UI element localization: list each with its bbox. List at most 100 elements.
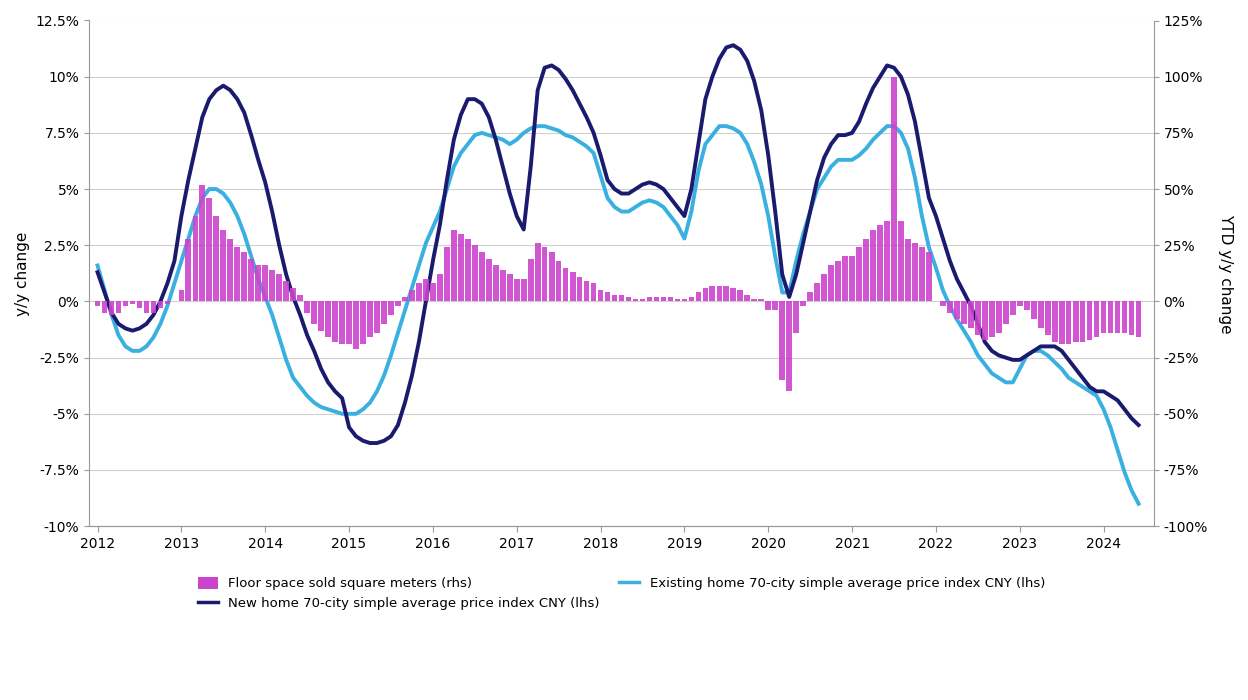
Bar bbox=[605, 293, 610, 302]
Bar bbox=[520, 279, 527, 302]
Bar bbox=[919, 248, 925, 302]
Bar bbox=[130, 302, 135, 304]
Bar bbox=[144, 302, 150, 313]
Bar bbox=[1073, 302, 1078, 342]
Bar bbox=[332, 302, 338, 342]
Bar bbox=[786, 302, 792, 391]
Bar bbox=[953, 302, 960, 319]
Bar bbox=[577, 276, 583, 302]
Bar bbox=[619, 295, 624, 302]
Bar bbox=[213, 216, 220, 302]
Bar bbox=[1136, 302, 1142, 337]
Bar bbox=[396, 302, 401, 306]
Bar bbox=[1128, 302, 1134, 335]
Legend: Floor space sold square meters (rhs), New home 70-city simple average price inde: Floor space sold square meters (rhs), Ne… bbox=[192, 572, 1051, 616]
Bar bbox=[479, 252, 484, 302]
Bar bbox=[423, 279, 429, 302]
Bar bbox=[1080, 302, 1086, 342]
Bar bbox=[1052, 302, 1057, 342]
Bar bbox=[849, 256, 855, 302]
Bar bbox=[625, 297, 631, 302]
Bar bbox=[675, 299, 680, 302]
Bar bbox=[794, 302, 799, 333]
Bar bbox=[458, 234, 464, 302]
Bar bbox=[409, 290, 414, 302]
Bar bbox=[660, 297, 666, 302]
Bar bbox=[353, 302, 359, 349]
Bar bbox=[241, 252, 247, 302]
Bar bbox=[122, 302, 129, 306]
Bar bbox=[835, 261, 841, 302]
Bar bbox=[493, 265, 499, 302]
Bar bbox=[248, 259, 255, 302]
Bar bbox=[738, 290, 743, 302]
Bar bbox=[695, 293, 701, 302]
Bar bbox=[157, 302, 163, 308]
Bar bbox=[361, 302, 366, 344]
Bar bbox=[646, 297, 653, 302]
Bar bbox=[800, 302, 806, 306]
Bar bbox=[472, 245, 478, 302]
Bar bbox=[431, 284, 436, 302]
Bar bbox=[256, 265, 261, 302]
Bar bbox=[416, 284, 422, 302]
Bar bbox=[116, 302, 121, 313]
Bar bbox=[388, 302, 394, 315]
Bar bbox=[528, 259, 534, 302]
Bar bbox=[814, 284, 820, 302]
Bar bbox=[654, 297, 659, 302]
Bar bbox=[444, 248, 449, 302]
Bar bbox=[235, 248, 240, 302]
Bar bbox=[947, 302, 952, 313]
Bar bbox=[311, 302, 317, 324]
Bar bbox=[570, 272, 575, 302]
Bar bbox=[773, 302, 778, 310]
Bar bbox=[101, 302, 107, 313]
Bar bbox=[730, 288, 736, 302]
Bar bbox=[1003, 302, 1008, 324]
Bar bbox=[221, 230, 226, 302]
Bar bbox=[276, 274, 282, 302]
Bar bbox=[940, 302, 946, 306]
Bar bbox=[291, 288, 296, 302]
Bar bbox=[1017, 302, 1022, 306]
Bar bbox=[598, 290, 604, 302]
Bar bbox=[899, 220, 904, 302]
Bar bbox=[200, 185, 205, 302]
Bar bbox=[759, 299, 764, 302]
Bar bbox=[709, 286, 715, 302]
Bar bbox=[1045, 302, 1051, 335]
Bar bbox=[703, 288, 708, 302]
Bar bbox=[821, 274, 827, 302]
Bar bbox=[136, 302, 142, 308]
Bar bbox=[466, 239, 470, 302]
Bar bbox=[270, 270, 275, 302]
Y-axis label: YTD y/y change: YTD y/y change bbox=[1218, 214, 1233, 333]
Bar bbox=[975, 302, 981, 335]
Bar bbox=[1101, 302, 1107, 333]
Bar bbox=[864, 239, 869, 302]
Bar bbox=[451, 230, 457, 302]
Bar bbox=[283, 281, 290, 302]
Bar bbox=[996, 302, 1002, 333]
Bar bbox=[870, 230, 876, 302]
Bar bbox=[227, 239, 233, 302]
Bar bbox=[305, 302, 310, 313]
Bar bbox=[640, 299, 645, 302]
Bar bbox=[507, 274, 513, 302]
Bar bbox=[745, 295, 750, 302]
Bar bbox=[751, 299, 758, 302]
Bar bbox=[689, 297, 694, 302]
Bar bbox=[514, 279, 519, 302]
Bar bbox=[339, 302, 344, 344]
Bar bbox=[1031, 302, 1037, 319]
Bar bbox=[716, 286, 723, 302]
Bar bbox=[535, 243, 540, 302]
Bar bbox=[95, 302, 100, 306]
Bar bbox=[633, 299, 639, 302]
Bar bbox=[549, 252, 554, 302]
Bar bbox=[1122, 302, 1127, 333]
Bar bbox=[326, 302, 331, 337]
Bar bbox=[297, 295, 303, 302]
Bar bbox=[1023, 302, 1030, 310]
